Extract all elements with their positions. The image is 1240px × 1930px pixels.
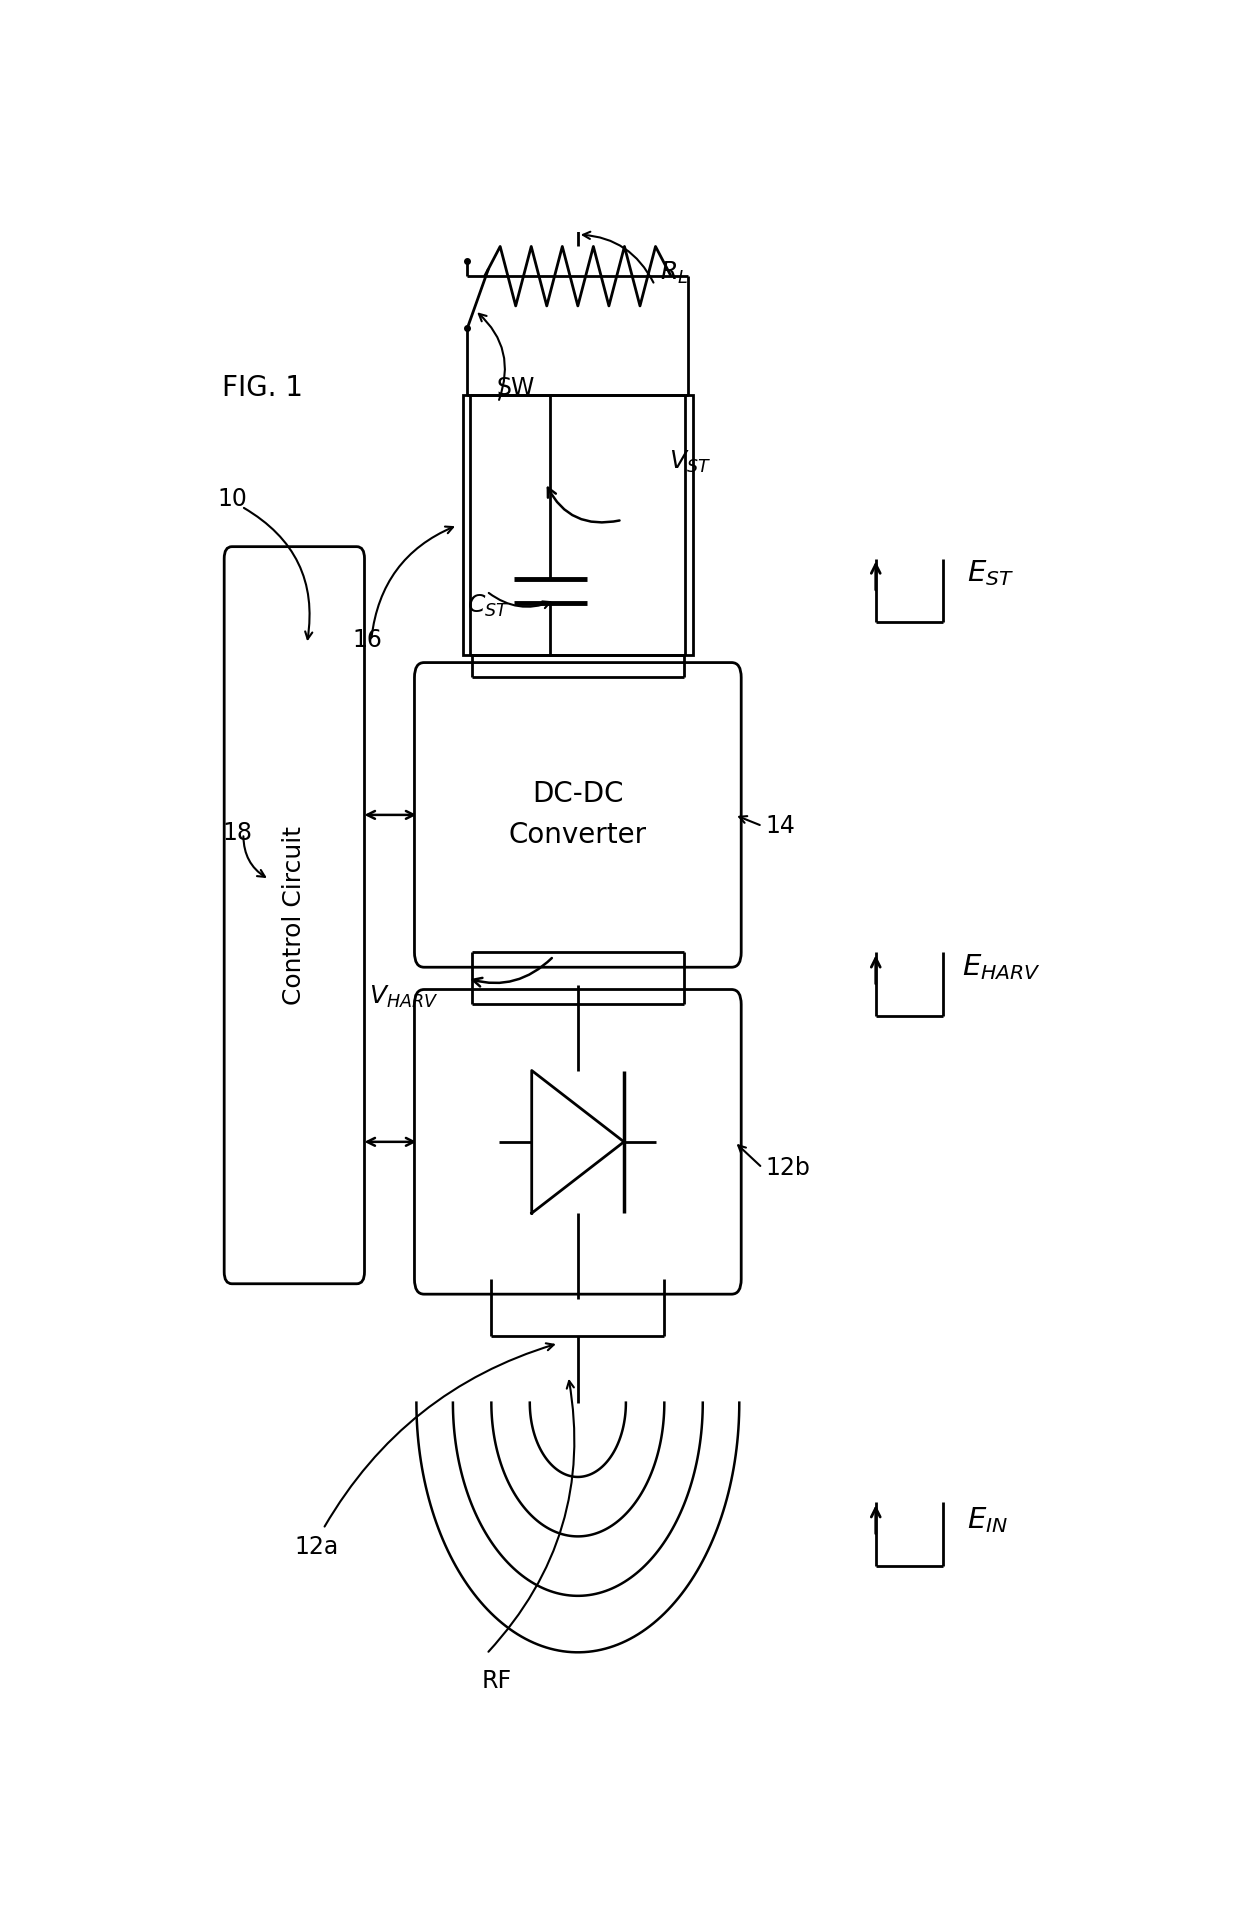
Polygon shape [532, 1071, 624, 1214]
Text: $V_{HARV}$: $V_{HARV}$ [370, 984, 439, 1009]
Text: $E_{HARV}$: $E_{HARV}$ [962, 951, 1042, 982]
Text: 16: 16 [352, 629, 382, 652]
Text: $E_{IN}$: $E_{IN}$ [967, 1505, 1008, 1534]
Text: 14: 14 [765, 814, 795, 838]
Text: 18: 18 [222, 822, 252, 845]
FancyBboxPatch shape [414, 662, 742, 967]
Text: RF: RF [481, 1669, 512, 1693]
Text: $C_{ST}$: $C_{ST}$ [467, 593, 510, 620]
Text: 12b: 12b [765, 1156, 810, 1179]
FancyBboxPatch shape [414, 990, 742, 1295]
Text: $V_{ST}$: $V_{ST}$ [670, 450, 712, 475]
Text: $R_L$: $R_L$ [660, 261, 688, 286]
Text: SW: SW [496, 376, 534, 400]
FancyBboxPatch shape [224, 546, 365, 1283]
Text: 10: 10 [217, 486, 247, 511]
Text: $E_{ST}$: $E_{ST}$ [967, 558, 1014, 589]
Text: FIG. 1: FIG. 1 [222, 374, 304, 401]
Text: 12a: 12a [294, 1534, 339, 1559]
Text: Control Circuit: Control Circuit [283, 826, 306, 1006]
Bar [463, 396, 693, 654]
Text: DC-DC
Converter: DC-DC Converter [508, 780, 647, 849]
